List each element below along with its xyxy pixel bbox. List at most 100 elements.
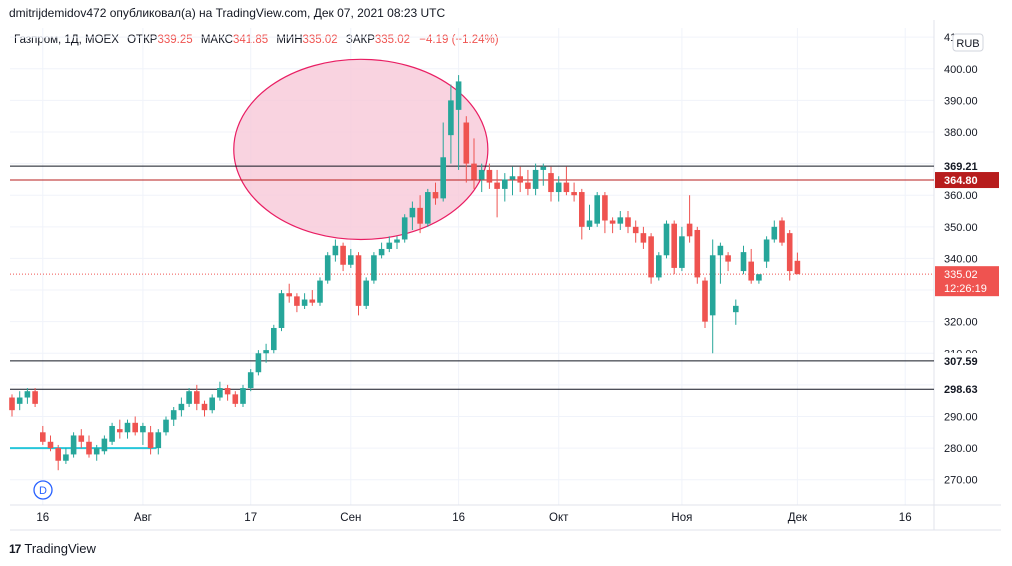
time-tick-label: 16 — [899, 512, 912, 524]
candle-body — [694, 229, 701, 278]
candle-body — [278, 293, 285, 328]
candle-body — [763, 239, 770, 262]
candle-body — [502, 179, 508, 189]
candle-body — [32, 391, 38, 404]
candle-body — [124, 422, 131, 433]
badges: RUB D — [33, 33, 984, 500]
candle-body — [348, 255, 354, 265]
grid — [10, 20, 1001, 531]
candle-body — [632, 226, 639, 234]
price-tick-label: 280.00 — [944, 443, 978, 455]
price-tick-label: 290.00 — [944, 411, 978, 423]
candle-body — [417, 207, 423, 224]
candle-up — [586, 204, 593, 230]
candle-body — [101, 438, 108, 452]
candle-body — [702, 280, 708, 322]
candle-up — [771, 220, 778, 243]
price-tick-label: 320.00 — [944, 317, 978, 329]
candle-down — [132, 416, 138, 436]
candle-up — [717, 242, 724, 284]
candle-up — [209, 394, 215, 414]
candle-body — [686, 223, 693, 237]
candle-body — [294, 296, 300, 306]
price-tick-label: 390.00 — [944, 95, 978, 107]
time-axis[interactable]: 16 Авг 17 Сен 16 Окт Ноя Дек 16 — [36, 512, 911, 524]
candle-body — [186, 391, 192, 404]
highlight-layer — [233, 58, 489, 241]
candle-body — [756, 274, 762, 281]
candle-body — [656, 255, 662, 278]
candle-body — [201, 403, 208, 411]
candle-down — [625, 211, 631, 234]
currency-label: RUB — [956, 38, 979, 50]
candle-body — [478, 169, 485, 180]
candle-body — [771, 226, 778, 240]
candle-down — [47, 435, 54, 452]
candle-body — [309, 299, 316, 303]
footer-brand-label: TradingView — [24, 541, 96, 556]
candle-body — [55, 448, 61, 461]
candle-up — [63, 448, 69, 464]
candle-body — [163, 419, 169, 433]
candle-up — [378, 242, 385, 259]
candle-body — [740, 252, 747, 272]
candle-body — [301, 299, 308, 306]
candle-down — [194, 384, 200, 411]
candle-body — [317, 280, 323, 303]
price-label-bg — [935, 158, 999, 175]
candle-body — [286, 293, 292, 297]
publisher-line: dmitrijdemidov472 опубликовал(а) на Trad… — [9, 6, 446, 20]
candle-up — [448, 84, 454, 164]
candle-body — [271, 327, 277, 351]
candle-body — [9, 397, 15, 411]
candle-down — [224, 384, 231, 401]
interval-label: D — [39, 485, 47, 497]
highlight-ellipse — [233, 58, 489, 241]
candle-up — [409, 201, 416, 230]
candle-down — [794, 252, 801, 275]
candle-down — [55, 444, 61, 471]
candle-down — [702, 277, 708, 328]
candle-up — [109, 422, 115, 445]
candle-up — [186, 388, 192, 408]
candle-body — [155, 432, 162, 449]
candle-body — [525, 182, 531, 189]
price-label-bg — [935, 381, 999, 398]
candle-body — [548, 173, 554, 193]
candle-body — [394, 239, 400, 243]
price-label-369.21: 369.21 — [944, 161, 978, 173]
candle-up — [263, 343, 269, 363]
candle-up — [502, 173, 508, 202]
candle-down — [571, 182, 577, 202]
candle-up — [394, 236, 400, 249]
currency-badge — [952, 33, 984, 52]
candle-down — [786, 229, 793, 281]
candle-body — [586, 220, 593, 227]
candle-body — [378, 248, 385, 256]
tradingview-logo-icon: 17 — [9, 541, 21, 556]
interval-badge-icon — [33, 480, 53, 500]
candle-up — [386, 236, 393, 253]
candle-body — [471, 163, 477, 180]
price-axis[interactable]: 410.00400.00390.00380.00370.00360.00350.… — [935, 32, 999, 487]
candle-up — [217, 381, 223, 401]
candle-body — [594, 195, 600, 224]
candle-up — [709, 239, 716, 354]
footer-brand[interactable]: 17 TradingView — [9, 541, 96, 556]
candle-down — [632, 220, 639, 243]
time-tick-label: 16 — [36, 512, 49, 524]
candle-up — [455, 75, 462, 170]
candle-up — [101, 435, 108, 455]
candle-up — [278, 290, 285, 332]
candle-down — [232, 391, 239, 408]
candle-down — [147, 425, 154, 455]
candle-body — [178, 403, 185, 411]
candle-up — [763, 236, 770, 268]
candle-body — [463, 122, 470, 164]
candle-body — [625, 217, 631, 227]
candle-body — [209, 397, 215, 411]
last-price-label: 335.02 — [944, 269, 978, 281]
candle-body — [217, 388, 223, 398]
candle-down — [563, 166, 570, 196]
